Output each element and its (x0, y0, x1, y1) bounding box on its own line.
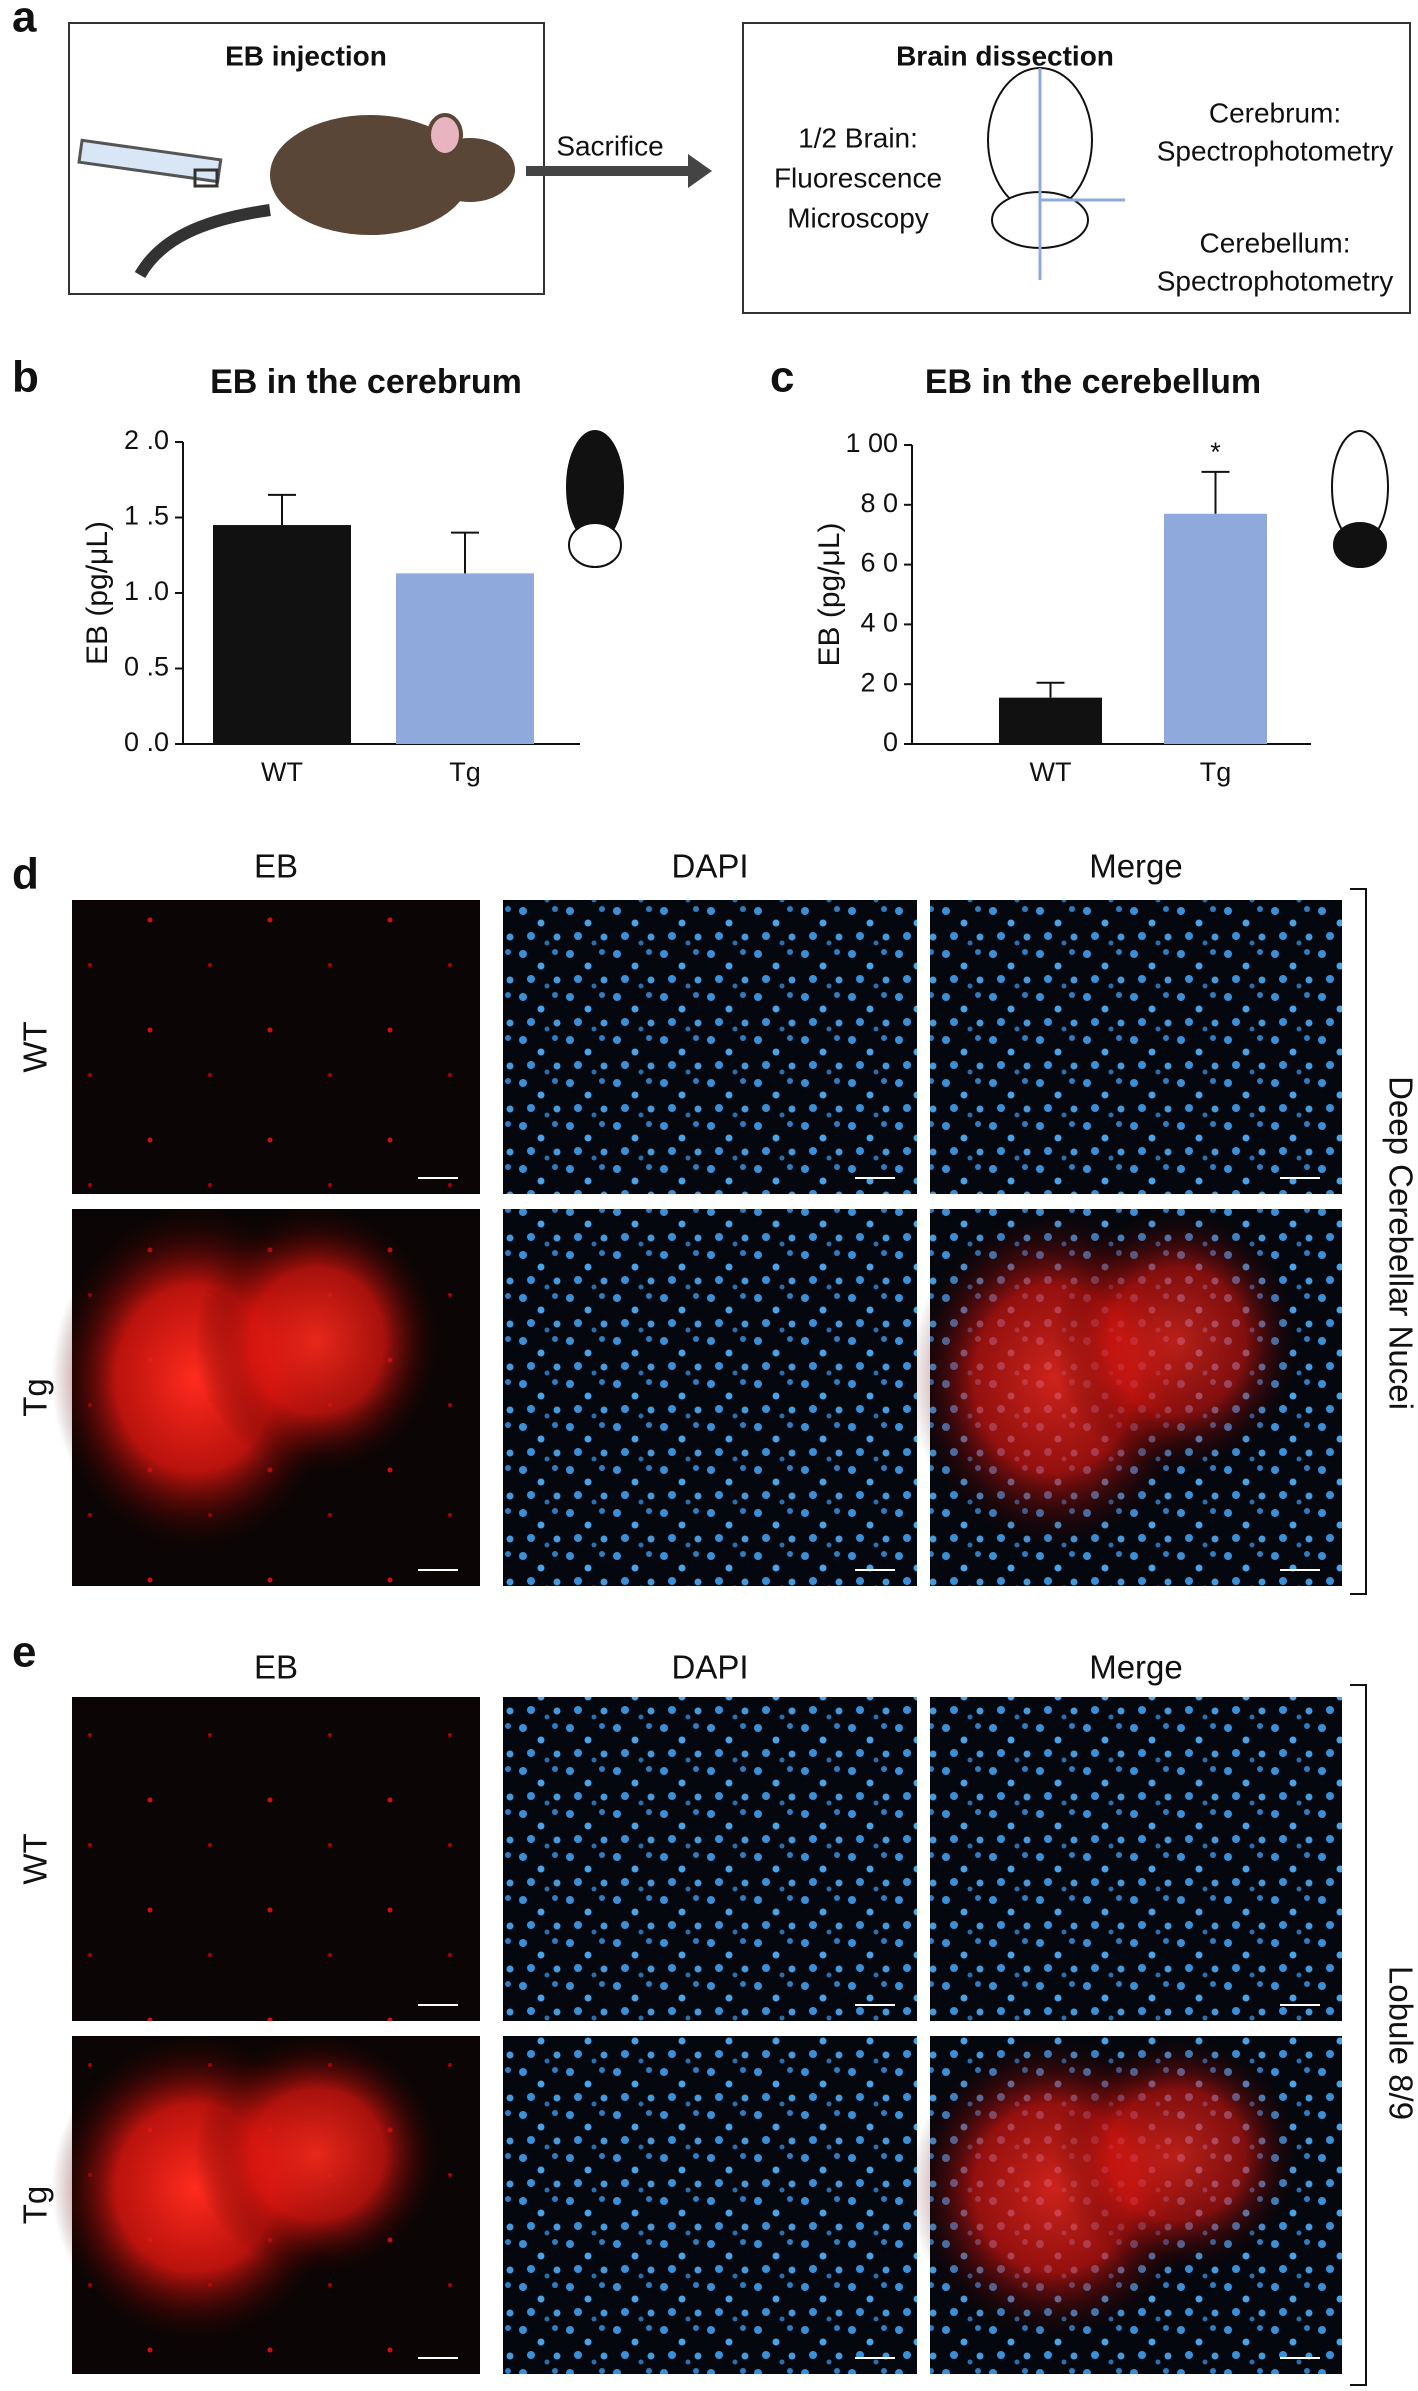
bar (396, 573, 534, 744)
chart-title: EB in the cerebrum (210, 363, 522, 401)
y-tick-label: 0 .0 (124, 727, 169, 757)
y-tick-label: 2 .0 (124, 425, 169, 455)
panel-label: e (12, 1628, 36, 1677)
arrow-head (688, 154, 712, 188)
y-axis-label: EB (pg/μL) (81, 521, 114, 665)
x-tick-label: Tg (449, 757, 481, 787)
y-tick-label: 2 0 (860, 667, 898, 697)
eb-signal (1053, 1209, 1301, 1473)
box-title: EB injection (225, 40, 387, 71)
bar (213, 525, 351, 744)
mouse-icon (77, 113, 515, 279)
box-title: Brain dissection (896, 40, 1114, 71)
column-header: EB (254, 848, 298, 885)
cerebellum-outline (1333, 522, 1387, 568)
bracket (1350, 888, 1367, 1595)
x-tick-label: WT (1030, 757, 1072, 787)
y-tick-label: 0 (883, 727, 898, 757)
bar (999, 697, 1102, 744)
y-tick-label: 1 00 (845, 428, 898, 458)
y-tick-label: 4 0 (860, 608, 898, 638)
box (742, 22, 1411, 314)
text-line: 1/2 Brain: (798, 122, 918, 153)
panel-a: a EB injection Sacrifice Brain dissectio… (12, 0, 1411, 314)
panel-label: b (12, 353, 39, 402)
box (68, 22, 545, 295)
panel-label: d (12, 850, 39, 899)
panel-label: c (770, 353, 794, 402)
x-tick-label: WT (261, 757, 303, 787)
micrograph (503, 2036, 917, 2374)
micrograph (503, 1209, 917, 1586)
text-line: Spectrophotometry (1157, 265, 1394, 296)
chart-title: EB in the cerebellum (925, 363, 1261, 401)
annotation: * (1210, 437, 1221, 467)
text-line: Fluorescence (774, 162, 942, 193)
micrograph (503, 900, 917, 1194)
y-tick-label: 8 0 (860, 488, 898, 518)
row-label: Tg (17, 1378, 54, 1417)
eb-signal (194, 1209, 440, 1473)
row-label: Tg (17, 2186, 54, 2225)
micrograph (503, 1697, 917, 2021)
y-tick-label: 1 .0 (124, 576, 169, 606)
column-header: DAPI (671, 1649, 748, 1686)
text-line: Spectrophotometry (1157, 135, 1394, 166)
micrograph (72, 900, 480, 1194)
text-line: Microscopy (787, 202, 929, 233)
bar (1164, 513, 1267, 744)
text-line: Cerebrum: (1209, 97, 1341, 128)
y-axis-label: EB (pg/μL) (813, 522, 846, 666)
row-label: WT (17, 1021, 54, 1072)
x-tick-label: Tg (1200, 757, 1232, 787)
bracket (1350, 1684, 1367, 2386)
micrograph (72, 1697, 480, 2021)
y-tick-label: 6 0 (860, 548, 898, 578)
eb-signal (194, 2036, 440, 2273)
eb-signal (1053, 2036, 1301, 2273)
brain-icon (987, 67, 1125, 280)
y-tick-label: 0 .5 (124, 652, 169, 682)
micrograph (930, 1697, 1342, 2021)
cerebellum-outline (568, 522, 622, 568)
region-label: Deep Cerebellar Nucei (1382, 1076, 1418, 1410)
column-header: EB (254, 1649, 298, 1686)
column-header: Merge (1089, 1649, 1183, 1686)
panel-label: a (12, 0, 37, 42)
row-label: WT (17, 1833, 54, 1884)
text-line: Cerebellum: (1200, 227, 1351, 258)
arrow-label: Sacrifice (556, 130, 663, 161)
micrograph (930, 900, 1342, 1194)
column-header: Merge (1089, 848, 1183, 885)
y-tick-label: 1 .5 (124, 501, 169, 531)
region-label: Lobule 8/9 (1382, 1966, 1418, 2120)
column-header: DAPI (671, 848, 748, 885)
